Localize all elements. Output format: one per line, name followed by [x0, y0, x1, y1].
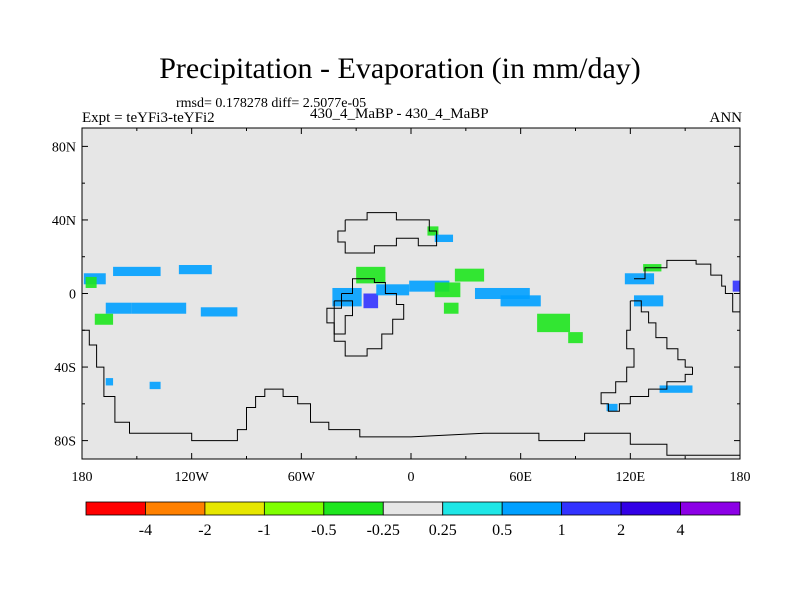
anomaly-patch	[537, 313, 571, 333]
anomaly-patch	[94, 313, 114, 325]
colorbar-swatch	[382, 501, 444, 516]
stats-text: rmsd= 0.178278 diff= 2.5077e-05	[176, 96, 367, 111]
colorbar-swatch	[442, 501, 503, 516]
x-tick-label: 60E	[509, 470, 532, 485]
anomaly-patch	[363, 293, 379, 309]
colorbar-label: 0.25	[429, 522, 457, 539]
anomaly-patch	[606, 403, 618, 412]
anomaly-patch	[200, 307, 238, 317]
experiment-label: Expt = teYFi3-teYFi2	[82, 110, 215, 126]
colorbar-label: -0.5	[311, 522, 336, 539]
land-outline	[630, 300, 693, 368]
colorbar-swatch	[204, 501, 265, 516]
land-outline	[600, 300, 693, 412]
x-tick-label: 180	[72, 470, 93, 485]
y-tick-label: 80N	[52, 140, 76, 155]
anomaly-patch	[659, 385, 693, 393]
anomaly-patch	[149, 381, 161, 390]
x-tick-label: 120E	[616, 470, 646, 485]
anomaly-patch	[454, 268, 485, 282]
colorbar-swatch	[620, 501, 681, 516]
anomaly-patch	[732, 280, 740, 292]
x-tick-label: 60W	[288, 470, 316, 485]
colorbar-label: 1	[558, 522, 566, 539]
anomaly-patch	[434, 234, 454, 243]
anomaly-patch	[85, 276, 97, 288]
anomaly-patch	[113, 266, 161, 277]
season-label: ANN	[709, 110, 743, 126]
land-outline	[337, 212, 438, 254]
anomaly-patch	[131, 302, 187, 314]
colorbar-label: -2	[198, 522, 211, 539]
anomaly-patch	[443, 302, 459, 314]
anomaly-patch	[633, 295, 664, 307]
colorbar-swatch	[501, 501, 563, 516]
colorbar-label: -0.25	[367, 522, 400, 539]
anomaly-patch	[105, 302, 132, 314]
y-tick-label: 40N	[52, 214, 76, 229]
colorbar-swatch	[561, 501, 622, 516]
period-label: 430_4_MaBP - 430_4_MaBP	[310, 106, 489, 122]
anomaly-patch	[376, 284, 410, 296]
x-tick-label: 120W	[175, 470, 210, 485]
y-tick-label: 0	[69, 288, 76, 303]
land-outline	[82, 329, 740, 456]
y-tick-label: 80S	[54, 435, 76, 450]
anomaly-patch	[568, 332, 583, 344]
map-plot-area	[82, 128, 740, 459]
land-outline	[333, 300, 353, 335]
x-tick-label: 0	[408, 470, 415, 485]
anomaly-patch	[356, 266, 386, 284]
colorbar-label: 4	[677, 522, 685, 539]
land-outline	[634, 259, 740, 313]
anomaly-patch	[105, 378, 114, 386]
colorbar-swatch	[680, 501, 741, 516]
colorbar-swatch	[85, 501, 146, 516]
x-tick-label: 180	[730, 470, 751, 485]
anomaly-patch	[474, 287, 530, 300]
colorbar-label: 2	[617, 522, 625, 539]
colorbar-swatch	[145, 501, 206, 516]
anomaly-patch	[434, 282, 461, 298]
y-tick-label: 40S	[54, 361, 76, 376]
colorbar-label: -1	[258, 522, 271, 539]
map-background	[82, 128, 740, 459]
map-axes: 180 120W 60W 0 60E 120E 180 80N 40N 0 40S 80S	[52, 127, 751, 485]
colorbar-label: 0.5	[492, 522, 512, 539]
colorbar-label: -4	[139, 522, 152, 539]
anomaly-patch	[409, 280, 450, 292]
colorbar: -4 -2 -1 -0.5 -0.25 0.25 0.5 1 2 4	[85, 501, 741, 539]
anomaly-patch	[332, 287, 362, 307]
colorbar-swatch	[263, 501, 325, 516]
colorbar-swatch	[323, 501, 384, 516]
anomaly-patch	[178, 264, 212, 275]
chart-title: Precipitation - Evaporation (in mm/day)	[159, 52, 641, 85]
anomaly-patch	[500, 295, 541, 307]
